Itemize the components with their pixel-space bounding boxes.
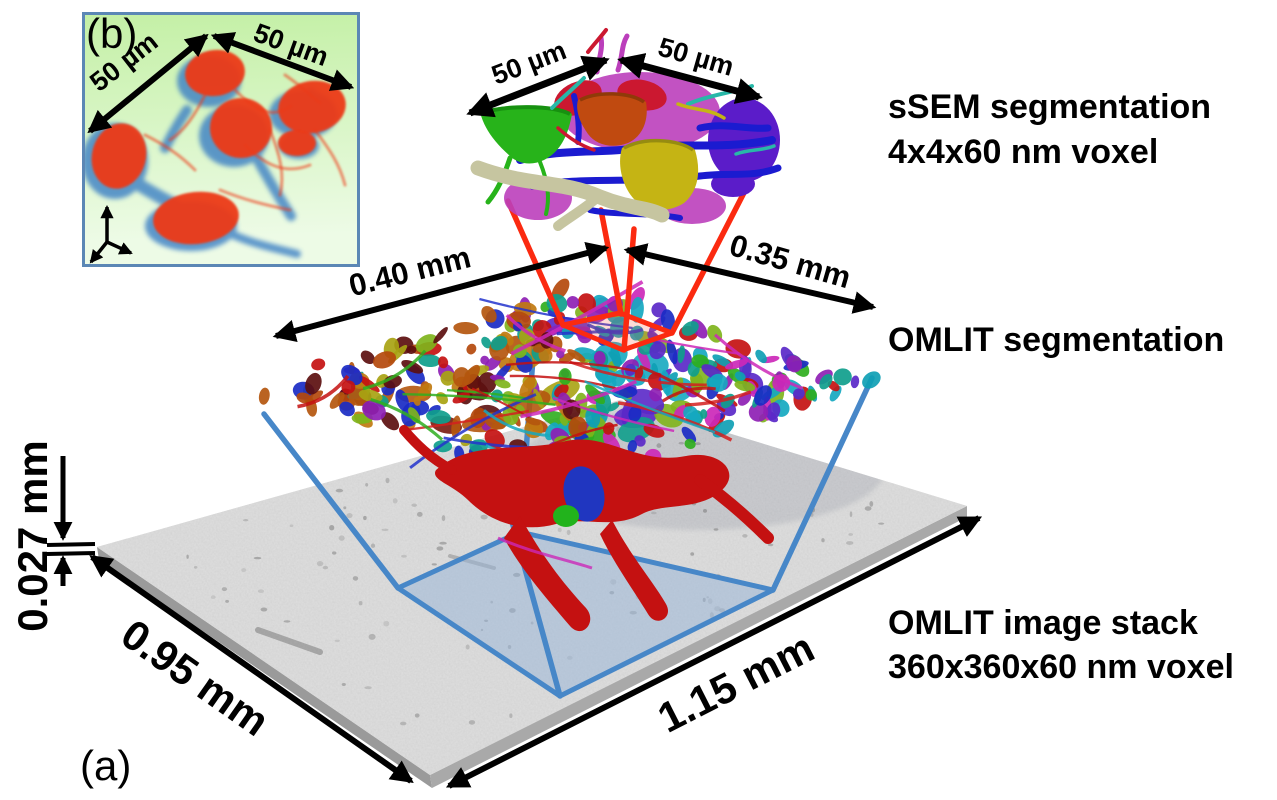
thickness-tick-bottom [46,551,96,556]
panel-a-label: (a) [80,742,132,789]
arrow-inset-width [87,33,209,134]
axis-indicator-icon [89,205,133,264]
omlit-segmentation-label: OMLIT segmentation [888,321,1225,359]
omlit-stack-voxel-label: 360x360x60 nm voxel [888,648,1234,686]
arrow-inset-depth [210,32,355,91]
inset-render [85,32,355,264]
stack-thickness-label: 0.027 mm [8,440,56,632]
arrow-ssem-depth [617,53,763,104]
arrow-omlit-width [272,241,610,343]
arrow-ssem-width [466,55,610,118]
arrow-stack-width [89,554,414,784]
ssem-voxel-label: 4x4x60 nm voxel [888,133,1159,171]
ssem-title: sSEM segmentation [888,88,1212,126]
thickness-tick-top [46,542,96,547]
arrow-omlit-depth [623,243,877,314]
ssem-segmentation-render [470,28,782,231]
inset-panel-b [82,12,360,267]
inset-scale-arrows [87,32,355,134]
omlit-stack-title: OMLIT image stack [888,604,1198,642]
arrow-stack-depth [445,515,983,789]
omlit-segmentation-strands [297,280,804,477]
dimension-arrows [46,53,983,789]
